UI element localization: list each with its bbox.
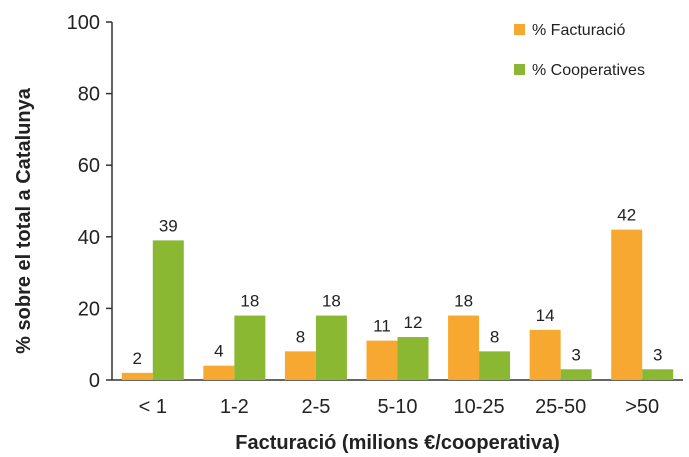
y-tick-label: 60 xyxy=(78,155,100,177)
y-axis-ticks: 0 20 40 60 80 100 xyxy=(67,12,112,392)
data-label: 18 xyxy=(454,292,473,311)
x-axis-ticks: < 1 1-2 2-5 5-10 10-25 25-50 >50 xyxy=(139,396,660,418)
data-label: 12 xyxy=(404,313,423,332)
x-tick-label: >50 xyxy=(625,396,659,418)
y-axis-title: % sobre el total a Catalunya xyxy=(13,87,35,354)
data-label: 39 xyxy=(159,216,178,235)
y-tick-label: 0 xyxy=(89,370,100,392)
x-tick-label: 10-25 xyxy=(453,396,504,418)
y-tick-label: 100 xyxy=(67,12,100,34)
data-label: 4 xyxy=(214,342,223,361)
bar-cooperatives xyxy=(152,240,184,380)
bar-facturacio xyxy=(529,329,561,380)
bars-group xyxy=(121,229,674,380)
legend-swatch xyxy=(514,24,525,35)
x-tick-label: 25-50 xyxy=(535,396,586,418)
bar-facturacio xyxy=(366,340,398,380)
bar-cooperatives xyxy=(479,351,511,380)
x-tick-label: < 1 xyxy=(139,396,167,418)
data-label: 11 xyxy=(373,317,391,336)
legend-label: % Facturació xyxy=(532,22,625,39)
data-label: 42 xyxy=(617,206,636,225)
data-label: 8 xyxy=(296,327,305,346)
bar-facturacio xyxy=(284,351,316,380)
data-label: 18 xyxy=(322,292,341,311)
data-label: 2 xyxy=(133,349,142,368)
bar-cooperatives xyxy=(315,315,347,380)
y-tick-label: 80 xyxy=(78,84,100,106)
bar-cooperatives xyxy=(560,369,592,380)
data-label: 3 xyxy=(653,345,662,364)
bar-cooperatives xyxy=(642,369,674,380)
legend: % Facturació % Cooperatives xyxy=(514,22,645,79)
legend-label: % Cooperatives xyxy=(532,62,645,79)
bar-facturacio xyxy=(611,229,643,380)
bar-facturacio xyxy=(448,315,480,380)
y-tick-label: 40 xyxy=(78,227,100,249)
data-label: 3 xyxy=(571,345,580,364)
bar-cooperatives xyxy=(397,337,429,380)
data-label: 8 xyxy=(490,327,499,346)
data-labels-group: 2 39 4 18 8 18 11 12 18 8 14 3 42 3 xyxy=(133,206,663,368)
data-label: 14 xyxy=(536,306,555,325)
bar-facturacio xyxy=(203,365,235,380)
x-tick-label: 2-5 xyxy=(301,396,330,418)
x-axis-title: Facturació (milions €/cooperativa) xyxy=(235,432,560,454)
data-label: 18 xyxy=(240,292,259,311)
bar-facturacio xyxy=(121,372,153,380)
legend-swatch xyxy=(514,64,525,75)
x-tick-label: 1-2 xyxy=(220,396,249,418)
y-tick-label: 20 xyxy=(78,298,100,320)
x-tick-label: 5-10 xyxy=(377,396,417,418)
bar-cooperatives xyxy=(234,315,266,380)
